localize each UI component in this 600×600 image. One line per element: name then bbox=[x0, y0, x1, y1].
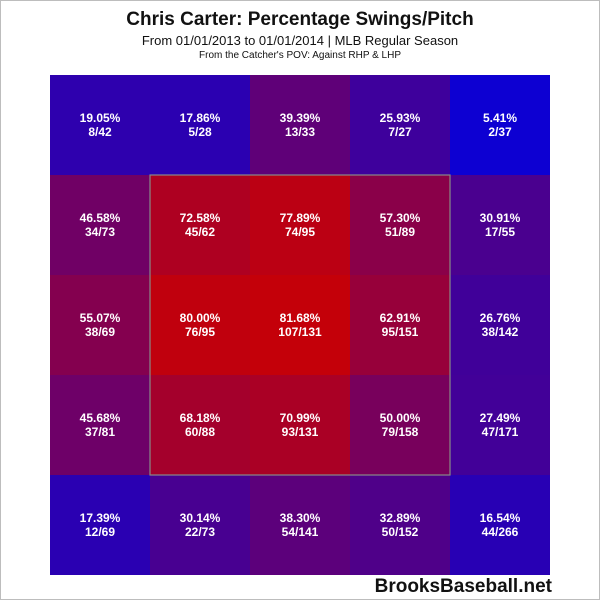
zone-cell-r3-c3 bbox=[250, 275, 350, 375]
zone-cell-r3-c1 bbox=[50, 275, 150, 375]
zone-cell-r3-c4 bbox=[350, 275, 450, 375]
zone-percent-label: 30.91% bbox=[480, 211, 521, 225]
zone-count-label: 17/55 bbox=[485, 225, 515, 239]
zone-percent-label: 80.00% bbox=[180, 311, 221, 325]
zone-count-label: 38/69 bbox=[85, 325, 115, 339]
zone-percent-label: 72.58% bbox=[180, 211, 221, 225]
zone-cell-r4-c1 bbox=[50, 375, 150, 475]
zone-cell-r1-c2 bbox=[150, 75, 250, 175]
strike-zone-outline bbox=[149, 174, 451, 476]
zone-cell-r3-c5 bbox=[450, 275, 550, 375]
zone-cell-r2-c5 bbox=[450, 175, 550, 275]
zone-percent-label: 38.30% bbox=[280, 511, 321, 525]
zone-count-label: 2/37 bbox=[488, 125, 512, 139]
zone-count-label: 76/95 bbox=[185, 325, 215, 339]
zone-percent-label: 26.76% bbox=[480, 311, 521, 325]
zone-cell-r3-c2 bbox=[150, 275, 250, 375]
zone-cell-r5-c1 bbox=[50, 475, 150, 575]
zone-count-label: 7/27 bbox=[388, 125, 412, 139]
zone-percent-label: 5.41% bbox=[483, 111, 517, 125]
zone-percent-label: 57.30% bbox=[380, 211, 421, 225]
zone-percent-label: 68.18% bbox=[180, 411, 221, 425]
zone-percent-label: 17.86% bbox=[180, 111, 221, 125]
zone-cell-r2-c1 bbox=[50, 175, 150, 275]
zone-count-label: 74/95 bbox=[285, 225, 315, 239]
zone-count-label: 44/266 bbox=[482, 525, 519, 539]
zone-percent-label: 45.68% bbox=[80, 411, 121, 425]
zone-cell-r4-c5 bbox=[450, 375, 550, 475]
zone-cell-r5-c3 bbox=[250, 475, 350, 575]
zone-cell-r2-c3 bbox=[250, 175, 350, 275]
zone-count-label: 22/73 bbox=[185, 525, 215, 539]
zone-count-label: 47/171 bbox=[482, 425, 519, 439]
chart-note: From the Catcher's POV: Against RHP & LH… bbox=[199, 50, 401, 61]
zone-count-label: 13/33 bbox=[285, 125, 315, 139]
zone-percent-label: 27.49% bbox=[480, 411, 521, 425]
zone-percent-label: 62.91% bbox=[380, 311, 421, 325]
zone-cell-r5-c5 bbox=[450, 475, 550, 575]
zone-percent-label: 46.58% bbox=[80, 211, 121, 225]
zone-count-label: 50/152 bbox=[382, 525, 419, 539]
zone-percent-label: 81.68% bbox=[280, 311, 321, 325]
zone-count-label: 12/69 bbox=[85, 525, 115, 539]
zone-cell-r4-c2 bbox=[150, 375, 250, 475]
zone-count-label: 51/89 bbox=[385, 225, 415, 239]
zone-cell-r4-c4 bbox=[350, 375, 450, 475]
zone-cell-r1-c5 bbox=[450, 75, 550, 175]
chart-title: Chris Carter: Percentage Swings/Pitch bbox=[126, 9, 474, 30]
zone-percent-label: 70.99% bbox=[280, 411, 321, 425]
zone-count-label: 93/131 bbox=[282, 425, 319, 439]
zone-percent-label: 25.93% bbox=[380, 111, 421, 125]
zone-count-label: 60/88 bbox=[185, 425, 215, 439]
zone-cell-r1-c4 bbox=[350, 75, 450, 175]
zone-cell-r2-c4 bbox=[350, 175, 450, 275]
zone-cell-r5-c4 bbox=[350, 475, 450, 575]
zone-cell-r1-c3 bbox=[250, 75, 350, 175]
zone-count-label: 107/131 bbox=[278, 325, 322, 339]
zone-count-label: 5/28 bbox=[188, 125, 212, 139]
zone-count-label: 8/42 bbox=[88, 125, 112, 139]
zone-percent-label: 39.39% bbox=[280, 111, 321, 125]
zone-percent-label: 32.89% bbox=[380, 511, 421, 525]
zone-count-label: 34/73 bbox=[85, 225, 115, 239]
zone-count-label: 79/158 bbox=[382, 425, 419, 439]
zone-percent-label: 50.00% bbox=[380, 411, 421, 425]
chart-subtitle: From 01/01/2013 to 01/01/2014 | MLB Regu… bbox=[141, 33, 459, 48]
zone-cell-r1-c1 bbox=[50, 75, 150, 175]
zone-count-label: 37/81 bbox=[85, 425, 115, 439]
zone-count-label: 45/62 bbox=[185, 225, 215, 239]
brooks-baseball-watermark: BrooksBaseball.net bbox=[374, 576, 552, 597]
zone-percent-label: 19.05% bbox=[80, 111, 121, 125]
zone-count-label: 95/151 bbox=[382, 325, 419, 339]
zone-count-label: 38/142 bbox=[482, 325, 519, 339]
zone-cell-r4-c3 bbox=[250, 375, 350, 475]
zone-percent-label: 30.14% bbox=[180, 511, 221, 525]
zone-count-label: 54/141 bbox=[282, 525, 319, 539]
zone-percent-label: 16.54% bbox=[480, 511, 521, 525]
zone-percent-label: 77.89% bbox=[280, 211, 321, 225]
zone-percent-label: 17.39% bbox=[80, 511, 121, 525]
zone-cell-r5-c2 bbox=[150, 475, 250, 575]
zone-cell-r2-c2 bbox=[150, 175, 250, 275]
zone-percent-label: 55.07% bbox=[80, 311, 121, 325]
